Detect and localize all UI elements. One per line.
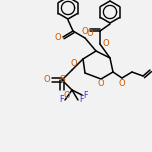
Text: O: O bbox=[119, 78, 125, 88]
Text: S: S bbox=[59, 76, 65, 85]
Text: O: O bbox=[71, 59, 77, 69]
Text: F: F bbox=[59, 95, 63, 105]
Text: O: O bbox=[64, 90, 70, 100]
Text: F: F bbox=[80, 95, 84, 105]
Text: O: O bbox=[44, 76, 50, 85]
Text: F: F bbox=[84, 90, 88, 100]
Text: O: O bbox=[98, 79, 104, 88]
Text: O: O bbox=[55, 33, 61, 41]
Text: O: O bbox=[103, 40, 109, 48]
Text: O: O bbox=[87, 29, 93, 38]
Text: O: O bbox=[82, 26, 88, 36]
